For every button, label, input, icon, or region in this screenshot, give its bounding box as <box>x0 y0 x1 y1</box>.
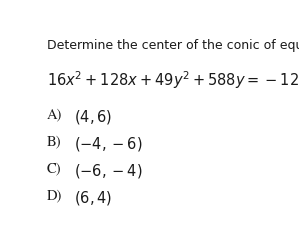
Text: D): D) <box>47 189 62 203</box>
Text: $(6, 4)$: $(6, 4)$ <box>74 189 113 207</box>
Text: $(-4, -6)$: $(-4, -6)$ <box>74 135 143 153</box>
Text: C): C) <box>47 162 61 176</box>
Text: $(4, 6)$: $(4, 6)$ <box>74 108 113 126</box>
Text: $(-6, -4)$: $(-6, -4)$ <box>74 162 143 180</box>
Text: A): A) <box>47 108 62 121</box>
Text: $16x^2 + 128x + 49y^2 + 588y = -1236.$: $16x^2 + 128x + 49y^2 + 588y = -1236.$ <box>47 69 299 91</box>
Text: Determine the center of the conic of equation:: Determine the center of the conic of equ… <box>47 39 299 52</box>
Text: B): B) <box>47 135 61 148</box>
